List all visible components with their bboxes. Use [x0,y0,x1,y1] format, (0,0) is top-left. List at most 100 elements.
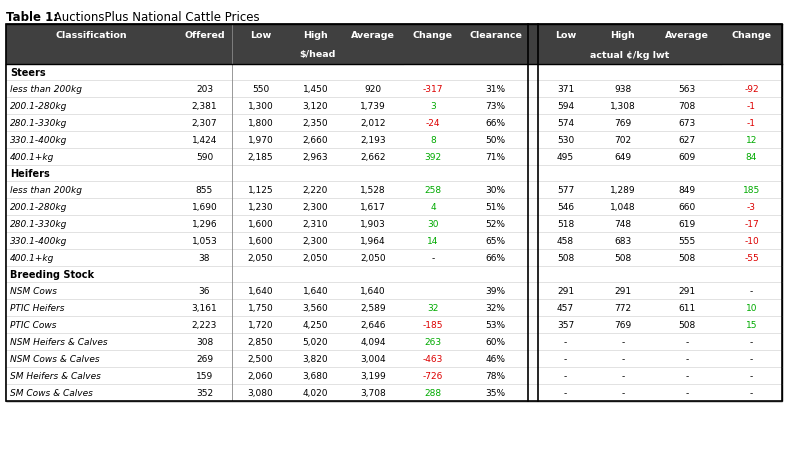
Bar [343,166,403,182]
Bar [528,81,538,98]
Text: 2,310: 2,310 [303,219,329,229]
Text: -1: -1 [747,102,756,111]
Bar [463,316,528,333]
Text: 3,708: 3,708 [360,388,386,397]
Text: 508: 508 [557,253,574,263]
Bar [463,367,528,384]
Bar [528,132,538,149]
Text: 550: 550 [252,85,269,94]
Bar [528,65,538,81]
Text: -: - [431,253,435,263]
Bar [463,216,528,233]
Text: 1,230: 1,230 [247,202,273,212]
Bar [463,98,528,115]
Bar [233,45,288,65]
Text: -726: -726 [423,371,443,380]
Bar [463,115,528,132]
Bar [403,282,463,299]
Bar [538,350,593,367]
Bar [176,299,233,316]
Text: Steers: Steers [10,68,46,78]
Bar [653,199,721,216]
Text: 2,050: 2,050 [247,253,273,263]
Text: 1,053: 1,053 [191,236,217,246]
Bar [288,299,343,316]
Bar [528,333,538,350]
Bar [288,266,343,282]
Bar [528,350,538,367]
Bar [538,65,593,81]
Bar [721,98,782,115]
Bar [721,350,782,367]
Text: 1,640: 1,640 [360,286,386,295]
Bar [528,149,538,166]
Text: 2,300: 2,300 [303,236,329,246]
Text: 708: 708 [678,102,696,111]
Text: 280.1-330kg: 280.1-330kg [10,119,68,128]
Text: 660: 660 [678,202,696,212]
Text: -: - [686,354,689,363]
Bar [343,282,403,299]
Bar [653,98,721,115]
Bar [463,266,528,282]
Bar [176,25,233,45]
Bar [721,45,782,65]
Bar [653,166,721,182]
Bar [721,384,782,401]
Bar [528,299,538,316]
Text: SM Heifers & Calves: SM Heifers & Calves [10,371,101,380]
Text: -24: -24 [426,119,440,128]
Text: 574: 574 [557,119,574,128]
Text: -: - [564,388,567,397]
Text: NSM Cows: NSM Cows [10,286,57,295]
Text: 563: 563 [678,85,696,94]
Text: -: - [686,371,689,380]
Text: 32%: 32% [485,303,505,312]
Text: 1,308: 1,308 [610,102,636,111]
Bar [721,299,782,316]
Bar [6,182,176,199]
Bar [463,149,528,166]
Text: 66%: 66% [485,119,506,128]
Bar [288,350,343,367]
Text: 3: 3 [430,102,436,111]
Bar [593,81,653,98]
Bar [538,299,593,316]
Bar [721,282,782,299]
Text: 39%: 39% [485,286,506,295]
Text: -: - [622,388,625,397]
Bar [6,350,176,367]
Bar [593,45,653,65]
Bar [233,81,288,98]
Bar [528,266,538,282]
Bar [6,45,176,65]
Bar [593,115,653,132]
Text: Clearance: Clearance [469,30,522,39]
Text: 683: 683 [615,236,632,246]
Bar [233,282,288,299]
Bar [6,149,176,166]
Bar [463,166,528,182]
Bar [463,333,528,350]
Text: 203: 203 [196,85,213,94]
Text: -: - [750,388,753,397]
Text: 185: 185 [743,185,760,195]
Bar [343,266,403,282]
Text: 2,850: 2,850 [247,337,273,346]
Text: 2,050: 2,050 [360,253,386,263]
Bar [403,249,463,266]
Text: 2,662: 2,662 [360,153,386,162]
Bar [6,367,176,384]
Bar [343,350,403,367]
Bar [463,65,528,81]
Text: -: - [686,337,689,346]
Text: 263: 263 [425,337,441,346]
Bar [233,149,288,166]
Bar [653,367,721,384]
Bar [343,45,403,65]
Text: 15: 15 [745,320,757,329]
Bar [403,199,463,216]
Text: 1,964: 1,964 [360,236,386,246]
Text: 51%: 51% [485,202,506,212]
Bar [653,182,721,199]
